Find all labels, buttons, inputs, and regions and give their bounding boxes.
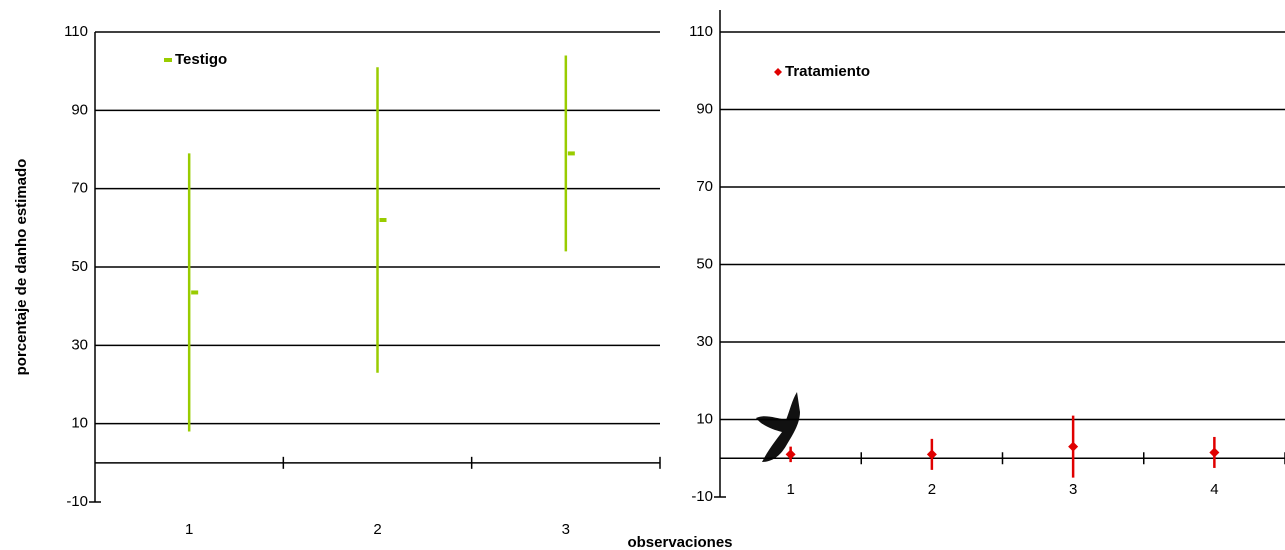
y-tick-label: -10: [691, 488, 713, 505]
bird-icon: [756, 392, 800, 462]
y-tick-label: 30: [71, 336, 88, 353]
legend-label: Testigo: [175, 51, 227, 68]
legend-label: Tratamiento: [785, 63, 870, 80]
point: [380, 218, 387, 222]
x-tick-label: 3: [1069, 481, 1077, 498]
x-tick-label: 4: [1210, 481, 1218, 498]
y-axis-title: porcentaje de danho estimado: [13, 159, 30, 376]
y-tick-label: 110: [689, 23, 713, 40]
x-axis-title: observaciones: [627, 534, 732, 550]
y-tick-label: 90: [696, 100, 713, 117]
x-tick-label: 2: [928, 481, 936, 498]
legend-marker: [774, 68, 782, 76]
y-tick-label: 110: [64, 23, 88, 40]
y-tick-label: 10: [71, 415, 88, 432]
y-tick-label: 10: [696, 410, 713, 427]
y-tick-label: 70: [71, 180, 88, 197]
y-tick-label: 50: [696, 255, 713, 272]
y-tick-label: 90: [71, 101, 88, 118]
page: {"chart_data": [ {"type": "errorbar", "y…: [0, 0, 1285, 550]
y-tick-label: 50: [71, 258, 88, 275]
x-tick-label: 1: [185, 521, 193, 538]
point: [568, 151, 575, 155]
x-tick-label: 1: [786, 481, 794, 498]
point: [1209, 447, 1219, 457]
y-tick-label: 70: [696, 178, 713, 195]
point: [1068, 442, 1078, 452]
x-tick-label: 2: [373, 521, 381, 538]
legend-marker: [164, 58, 172, 62]
point: [191, 290, 198, 294]
chart: porcentaje de danho estimado observacion…: [0, 0, 1285, 550]
y-tick-label: -10: [66, 493, 88, 510]
y-tick-label: 30: [696, 333, 713, 350]
x-tick-label: 3: [562, 521, 570, 538]
